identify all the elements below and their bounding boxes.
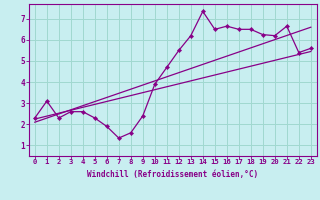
X-axis label: Windchill (Refroidissement éolien,°C): Windchill (Refroidissement éolien,°C) [87, 170, 258, 179]
